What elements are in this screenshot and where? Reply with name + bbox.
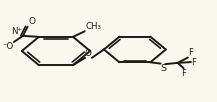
Text: F: F [188,48,193,57]
Text: O: O [85,49,92,58]
Text: N⁺: N⁺ [11,27,22,36]
Text: ⁻O: ⁻O [2,42,13,51]
Text: CH₃: CH₃ [86,22,102,31]
Text: F: F [191,58,196,67]
Text: O: O [28,17,35,26]
Text: F: F [181,69,186,78]
Text: S: S [160,64,166,73]
